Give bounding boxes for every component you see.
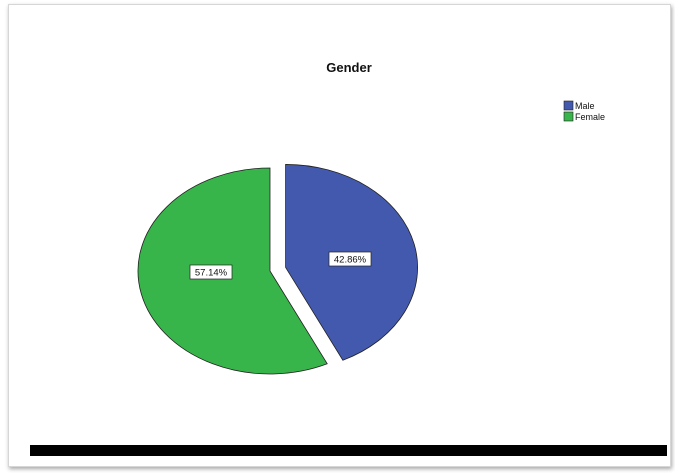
legend-label-female: Female bbox=[575, 112, 605, 122]
legend-label-male: Male bbox=[575, 101, 595, 111]
bottom-black-bar bbox=[30, 445, 667, 456]
data-label-female: 57.14% bbox=[189, 264, 233, 280]
data-labels: 42.86% 57.14% bbox=[189, 251, 372, 280]
data-label-male: 42.86% bbox=[328, 251, 372, 267]
pie-slices bbox=[137, 164, 418, 375]
data-label-text: 42.86% bbox=[334, 255, 367, 266]
pie-slice-female bbox=[137, 167, 328, 375]
legend-swatch-female bbox=[563, 111, 574, 122]
data-label-box bbox=[328, 251, 372, 267]
data-label-box bbox=[189, 264, 233, 280]
legend: Male Female bbox=[563, 100, 605, 122]
data-label-text: 57.14% bbox=[195, 268, 228, 279]
chart-title: Gender bbox=[326, 60, 372, 75]
legend-swatch-male bbox=[563, 100, 574, 111]
